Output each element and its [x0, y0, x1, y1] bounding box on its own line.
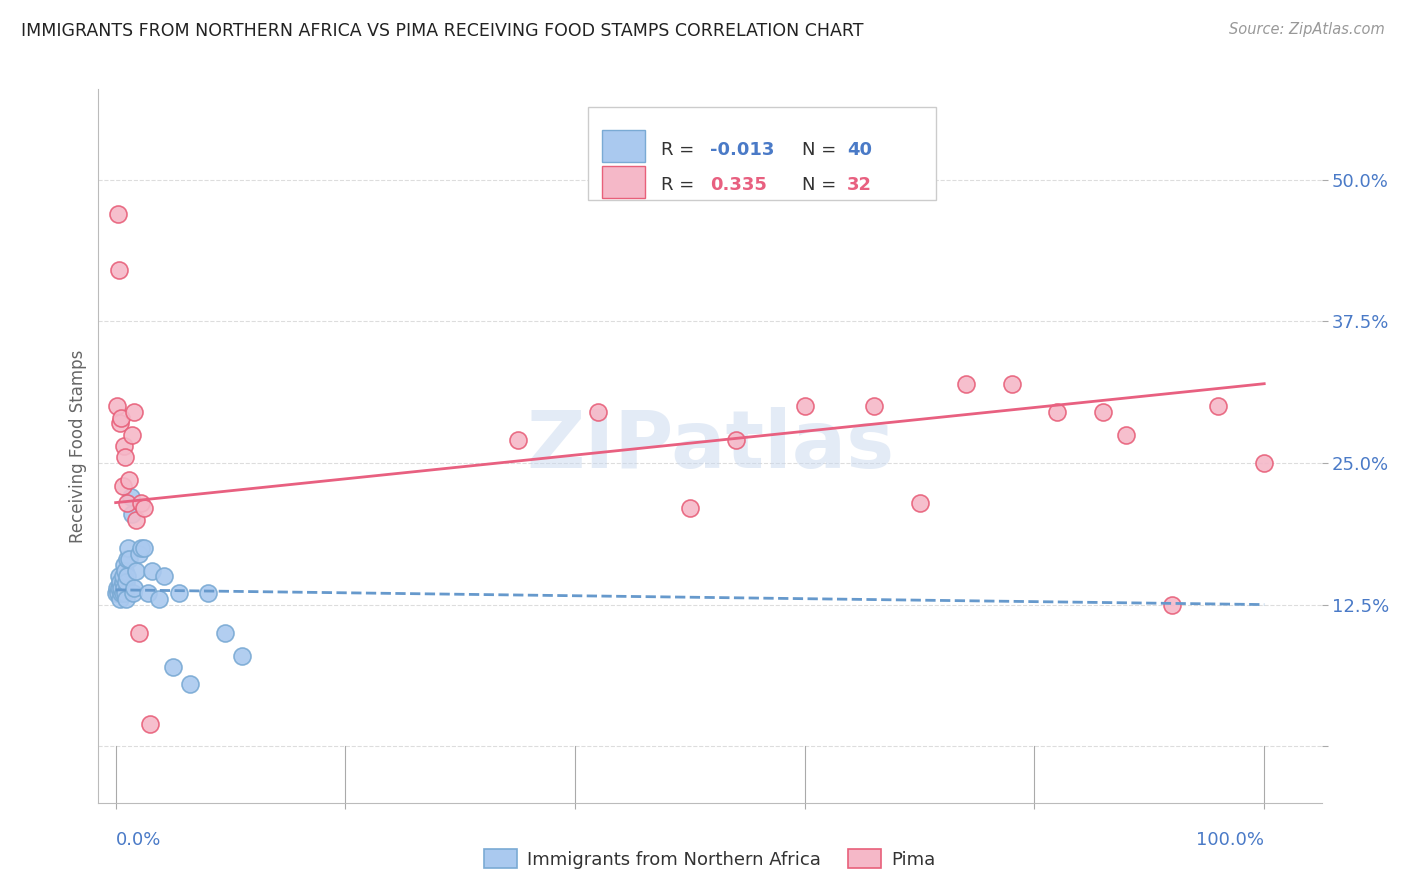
Point	[139, 716, 162, 731]
Point	[110, 574, 132, 589]
Point	[108, 581, 131, 595]
Point	[122, 405, 145, 419]
Point	[179, 677, 201, 691]
Point	[111, 586, 134, 600]
Point	[122, 586, 145, 600]
Point	[1092, 405, 1115, 419]
Point	[128, 626, 150, 640]
FancyBboxPatch shape	[602, 130, 645, 162]
Point	[110, 581, 132, 595]
FancyBboxPatch shape	[602, 166, 645, 198]
Point	[108, 569, 131, 583]
Point	[955, 376, 977, 391]
Point	[197, 586, 219, 600]
Point	[506, 434, 529, 448]
Point	[107, 586, 129, 600]
Point	[724, 434, 747, 448]
Point	[105, 581, 128, 595]
Point	[121, 507, 143, 521]
Point	[214, 626, 236, 640]
Text: 100.0%: 100.0%	[1197, 831, 1264, 849]
Point	[1161, 598, 1184, 612]
Point	[148, 591, 170, 606]
Point	[679, 501, 702, 516]
Point	[115, 495, 138, 509]
Point	[111, 478, 134, 492]
Point	[104, 586, 127, 600]
Point	[115, 569, 138, 583]
Point	[108, 263, 131, 277]
Text: N =: N =	[801, 141, 842, 159]
Point	[162, 660, 184, 674]
Point	[107, 207, 129, 221]
Point	[105, 400, 128, 414]
Text: 32: 32	[846, 177, 872, 194]
Point	[1253, 456, 1275, 470]
Point	[112, 558, 135, 572]
Point	[1046, 405, 1069, 419]
Point	[114, 586, 136, 600]
Point	[114, 564, 136, 578]
Point	[134, 541, 156, 555]
Point	[110, 417, 132, 431]
Text: Source: ZipAtlas.com: Source: ZipAtlas.com	[1229, 22, 1385, 37]
Point	[1115, 427, 1137, 442]
Point	[120, 490, 142, 504]
Point	[114, 450, 136, 465]
Point	[141, 564, 163, 578]
Legend: Immigrants from Northern Africa, Pima: Immigrants from Northern Africa, Pima	[477, 842, 943, 876]
Point	[129, 541, 152, 555]
Point	[1206, 400, 1229, 414]
Point	[110, 586, 132, 600]
Text: IMMIGRANTS FROM NORTHERN AFRICA VS PIMA RECEIVING FOOD STAMPS CORRELATION CHART: IMMIGRANTS FROM NORTHERN AFRICA VS PIMA …	[21, 22, 863, 40]
Point	[115, 574, 138, 589]
Text: R =: R =	[661, 177, 706, 194]
Point	[793, 400, 815, 414]
Y-axis label: Receiving Food Stamps: Receiving Food Stamps	[69, 350, 87, 542]
Point	[153, 569, 176, 583]
Point	[115, 591, 138, 606]
Point	[110, 591, 132, 606]
Point	[117, 541, 139, 555]
Text: N =: N =	[801, 177, 842, 194]
Point	[122, 581, 145, 595]
Point	[134, 501, 156, 516]
Point	[118, 473, 141, 487]
FancyBboxPatch shape	[588, 107, 936, 200]
Point	[110, 410, 132, 425]
Point	[111, 574, 134, 589]
Point	[112, 581, 135, 595]
Point	[125, 513, 148, 527]
Point	[1000, 376, 1022, 391]
Point	[167, 586, 190, 600]
Point	[112, 439, 135, 453]
Text: -0.013: -0.013	[710, 141, 775, 159]
Point	[128, 547, 150, 561]
Point	[862, 400, 884, 414]
Text: R =: R =	[661, 141, 700, 159]
Point	[118, 552, 141, 566]
Point	[908, 495, 931, 509]
Text: 40: 40	[846, 141, 872, 159]
Point	[231, 648, 253, 663]
Point	[121, 427, 143, 442]
Point	[111, 569, 134, 583]
Text: 0.0%: 0.0%	[115, 831, 162, 849]
Text: ZIPatlas: ZIPatlas	[526, 407, 894, 485]
Point	[129, 495, 152, 509]
Point	[136, 586, 159, 600]
Text: 0.335: 0.335	[710, 177, 766, 194]
Point	[115, 552, 138, 566]
Point	[125, 564, 148, 578]
Point	[586, 405, 609, 419]
